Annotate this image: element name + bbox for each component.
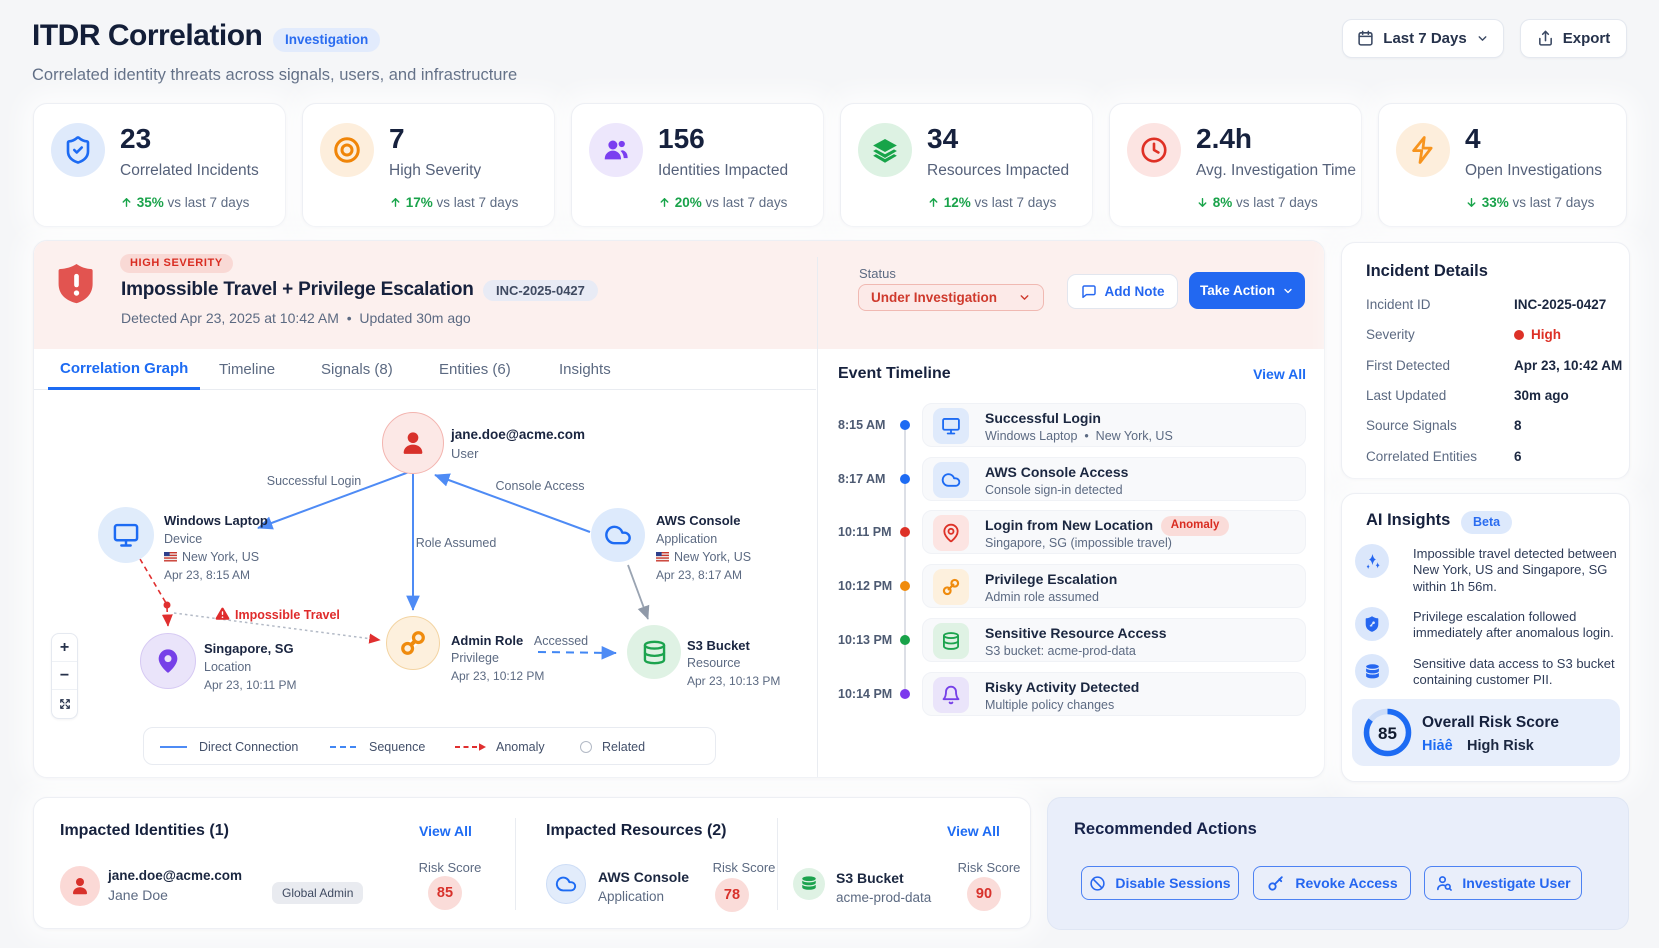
svg-text:85: 85	[1378, 724, 1397, 743]
